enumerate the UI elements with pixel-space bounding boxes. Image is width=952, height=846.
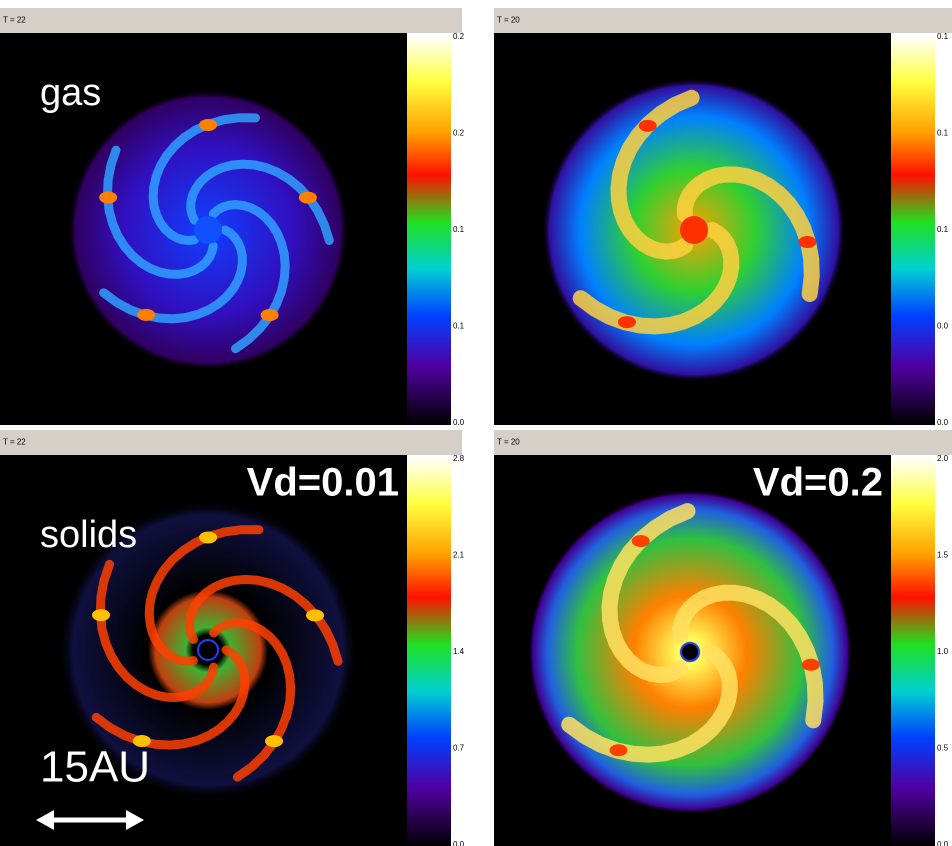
- colorbar-tick-label: 0.1: [453, 322, 465, 331]
- figure: T = 22 0.2 0.2 0.1 0.1 0.0 gas T = 20 0.1 0.1 0.1 0…: [0, 0, 952, 846]
- colorbar-tick-label: 0.1: [453, 225, 465, 234]
- colorbar: [891, 35, 935, 425]
- hot-spot: [99, 191, 117, 203]
- hot-spot: [609, 744, 627, 756]
- colorbar-tick-label: 0.0: [937, 418, 949, 427]
- colorbar-tick-label: 1.0: [937, 647, 949, 656]
- hot-spot: [199, 532, 217, 544]
- hot-spot: [618, 316, 636, 328]
- colorbar-tick-label: 0.0: [937, 322, 949, 331]
- panel-label: gas: [40, 72, 101, 114]
- core: [680, 216, 708, 244]
- colorbar-tick-label: 0.0: [453, 418, 465, 427]
- annotation: Vd=0.2: [753, 461, 883, 505]
- annotation: Vd=0.01: [247, 461, 399, 505]
- colorbar-tick-label: 0.0: [453, 840, 465, 846]
- hot-spot: [199, 119, 217, 131]
- panel-header: T = 22: [3, 16, 26, 25]
- colorbar-tick-label: 0.1: [937, 32, 949, 41]
- hot-spot: [632, 535, 650, 547]
- panel-header: T = 20: [497, 438, 520, 447]
- colorbar-tick-label: 0.1: [937, 129, 949, 138]
- colorbar-tick-label: 0.0: [937, 840, 949, 846]
- colorbar-tick-label: 0.5: [937, 744, 949, 753]
- hot-spot: [92, 609, 110, 621]
- colorbar-tick-label: 0.2: [453, 32, 465, 41]
- core: [198, 640, 218, 660]
- colorbar-tick-label: 2.0: [937, 454, 949, 463]
- colorbar-tick-label: 1.5: [937, 551, 949, 560]
- title-bar: [494, 430, 952, 455]
- colorbar: [407, 457, 451, 846]
- core: [194, 216, 222, 244]
- page: T = 22 0.2 0.2 0.1 0.1 0.0 gas T = 20 0.1 0.1 0.1 0…: [0, 0, 952, 846]
- scale-label: 15AU: [40, 743, 150, 792]
- colorbar: [891, 457, 935, 846]
- panel-header: T = 22: [3, 438, 26, 447]
- title-bar: [0, 430, 462, 455]
- hot-spot: [802, 659, 820, 671]
- hot-spot: [137, 309, 155, 321]
- colorbar-tick-label: 0.1: [937, 225, 949, 234]
- hot-spot: [639, 120, 657, 132]
- title-bar: [0, 8, 462, 33]
- colorbar: [407, 35, 451, 425]
- hot-spot: [306, 609, 324, 621]
- hot-spot: [261, 309, 279, 321]
- core: [681, 643, 699, 661]
- colorbar-tick-label: 2.1: [453, 551, 465, 560]
- panel-header: T = 20: [497, 16, 520, 25]
- title-bar: [494, 8, 952, 33]
- colorbar-tick-label: 0.2: [453, 129, 465, 138]
- hot-spot: [798, 236, 816, 248]
- hot-spot: [299, 192, 317, 204]
- hot-spot: [265, 735, 283, 747]
- panel-label: solids: [40, 514, 137, 556]
- colorbar-tick-label: 1.4: [453, 647, 465, 656]
- colorbar-tick-label: 0.7: [453, 744, 465, 753]
- colorbar-tick-label: 2.8: [453, 454, 465, 463]
